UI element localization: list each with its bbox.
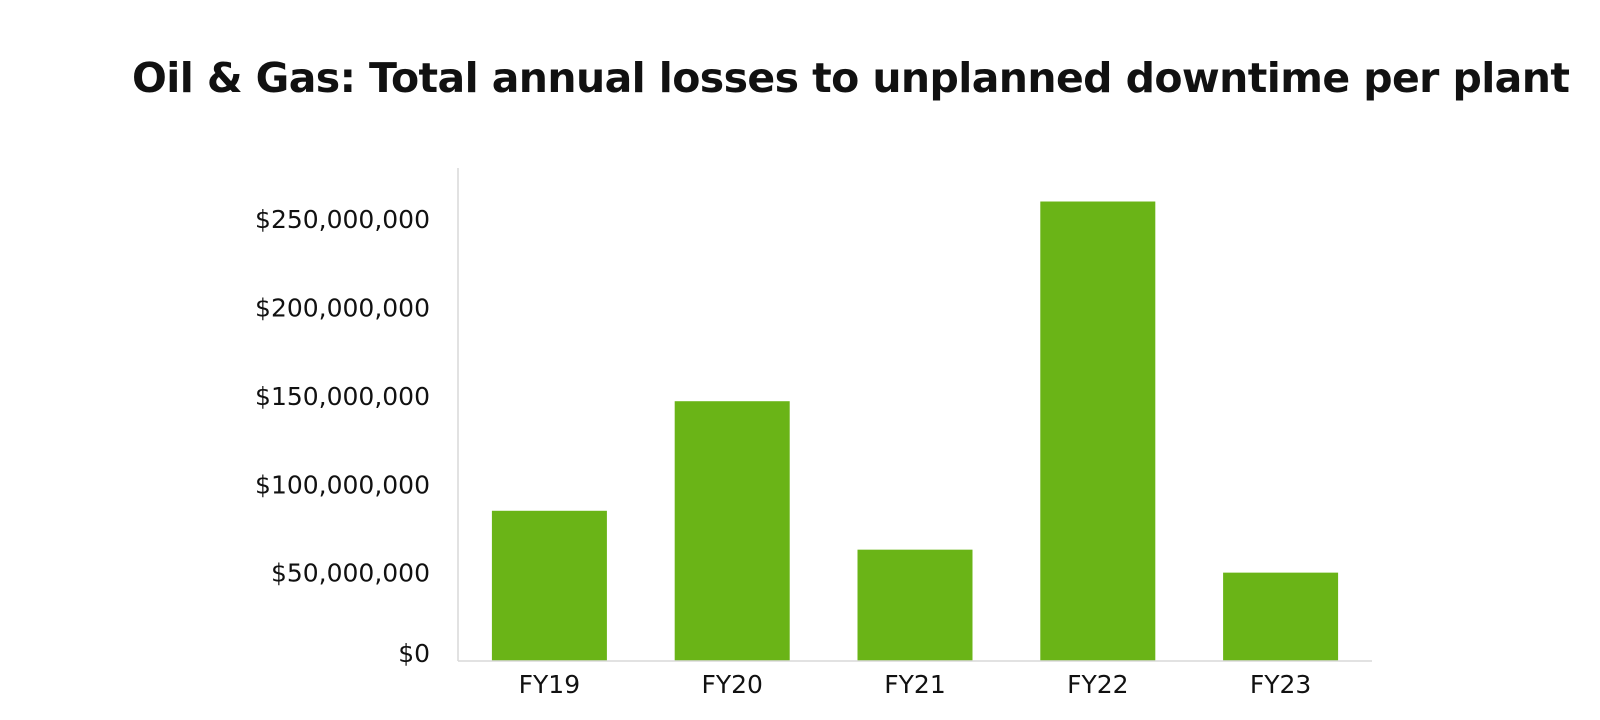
- bar-fy20: [674, 401, 790, 661]
- chart-title: Oil & Gas: Total annual losses to unplan…: [132, 54, 1570, 102]
- bar-fy23: [1223, 572, 1339, 661]
- bar-fy21: [857, 549, 973, 661]
- y-axis-ticks: $0 $50,000,000 $100,000,000 $150,000,000 $20…: [255, 205, 430, 668]
- bar-fy22: [1040, 201, 1156, 661]
- y-tick-label: $150,000,000: [255, 382, 430, 411]
- axes: [457, 168, 1372, 662]
- y-tick-label: $0: [398, 639, 430, 668]
- x-tick-label: FY19: [519, 670, 580, 699]
- bar-fy19: [491, 510, 607, 661]
- y-tick-label: $100,000,000: [255, 470, 430, 499]
- x-tick-label: FY20: [701, 670, 762, 699]
- x-tick-label: FY23: [1250, 670, 1311, 699]
- y-tick-label: $250,000,000: [255, 205, 430, 234]
- x-axis-ticks: FY19 FY20 FY21 FY22 FY23: [519, 670, 1312, 699]
- bars: [491, 201, 1339, 661]
- x-tick-label: FY22: [1067, 670, 1128, 699]
- y-tick-label: $200,000,000: [255, 294, 430, 323]
- x-tick-label: FY21: [884, 670, 945, 699]
- y-tick-label: $50,000,000: [271, 559, 430, 588]
